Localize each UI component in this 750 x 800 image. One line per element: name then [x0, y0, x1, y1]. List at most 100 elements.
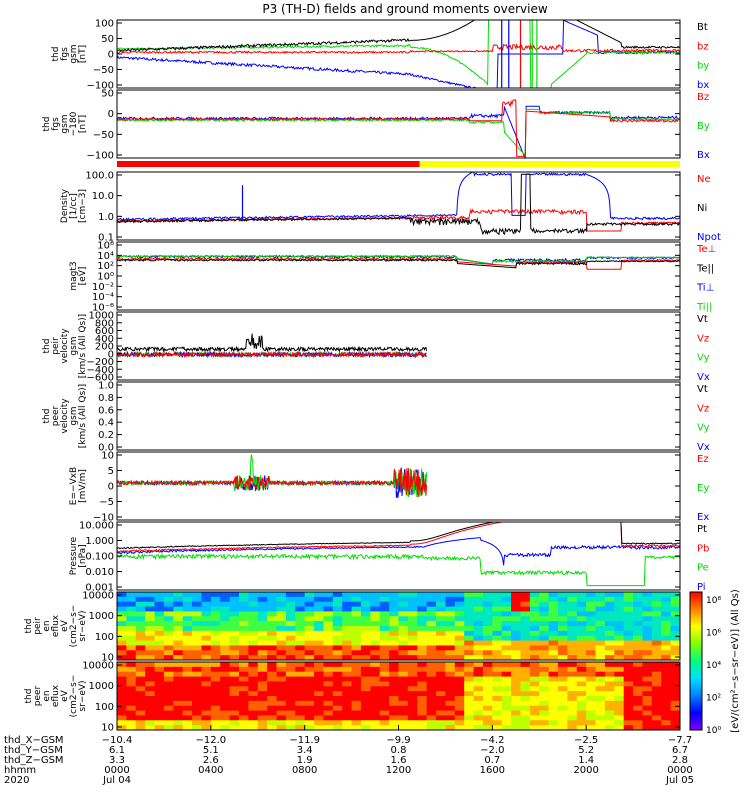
heatmap-cell [229, 681, 240, 687]
heatmap-cell [651, 681, 662, 687]
heatmap-cell [379, 691, 390, 697]
heatmap-cell [182, 596, 193, 603]
heatmap-cell [154, 655, 165, 660]
heatmap-cell [276, 696, 287, 702]
heatmap-cell [276, 671, 287, 678]
heatmap-cell [651, 601, 662, 608]
heatmap-cell [661, 635, 672, 642]
heatmap-cell [154, 686, 165, 692]
heatmap-cell [642, 715, 653, 721]
series-ni [117, 173, 680, 236]
heatmap-cell [201, 725, 212, 730]
heatmap-cell [323, 650, 334, 656]
heatmap-cell [586, 725, 597, 730]
legend-entry: Pi [697, 582, 706, 593]
heatmap-cell [529, 621, 540, 627]
heatmap-cell [135, 640, 146, 646]
heatmap-cell [595, 596, 606, 603]
heatmap-cell [576, 696, 587, 702]
heatmap-cell [370, 715, 381, 721]
heatmap-cell [332, 611, 343, 617]
heatmap-cell [407, 630, 418, 637]
heatmap-cell [126, 650, 137, 656]
heatmap-cell [304, 616, 315, 622]
heatmap-cell [351, 725, 362, 730]
heatmap-cell [210, 596, 221, 603]
heatmap-cell [201, 635, 212, 642]
y-tick-label: 0.010 [85, 567, 114, 578]
heatmap-cell [248, 662, 259, 668]
heatmap-cell [126, 681, 137, 687]
heatmap-cell [295, 686, 306, 692]
heatmap-cell [558, 691, 568, 697]
legend-entry: Te|| [696, 263, 714, 274]
series-te-par [117, 258, 680, 269]
heatmap-cell [633, 700, 643, 707]
heatmap-cell [567, 626, 578, 632]
heatmap-cell [473, 671, 484, 678]
legend-entry: Vy [697, 423, 710, 434]
heatmap-cell [520, 630, 531, 637]
heatmap-cell [567, 725, 578, 730]
heatmap-cell [670, 655, 680, 660]
heatmap-cell [576, 650, 587, 656]
heatmap-cell [426, 700, 437, 707]
heatmap-cell [670, 715, 680, 721]
heatmap-cell [445, 592, 456, 598]
heatmap-cell [370, 650, 381, 656]
heatmap-cell [351, 601, 362, 608]
heatmap-cell [633, 710, 643, 716]
heatmap-cell [145, 611, 156, 617]
heatmap-cell [201, 621, 212, 627]
y-axis-label: gsm [69, 336, 79, 355]
heatmap-cell [586, 681, 597, 687]
heatmap-cell [520, 671, 531, 678]
heatmap-cell [436, 611, 446, 617]
heatmap-cell [276, 710, 287, 716]
heatmap-cell [173, 662, 184, 668]
heatmap-cell [558, 666, 568, 673]
panel-frame [116, 521, 681, 591]
heatmap-cell [314, 650, 324, 656]
heatmap-cell [445, 611, 456, 617]
heatmap-cell [229, 655, 240, 660]
heatmap-cell [623, 676, 634, 682]
heatmap-cell [379, 621, 390, 627]
heatmap-cell [529, 630, 540, 637]
heatmap-cell [670, 671, 680, 678]
heatmap-cell [558, 640, 568, 646]
heatmap-cell [276, 626, 287, 632]
heatmap-cell [238, 681, 249, 687]
y-axis-label: [nPa] [78, 544, 88, 567]
heatmap-cell [154, 601, 165, 608]
heatmap-cell [295, 650, 306, 656]
heatmap-cell [398, 700, 409, 707]
heatmap-cell [633, 671, 643, 678]
heatmap-cell [529, 681, 540, 687]
x-tick-label: −2.0 [480, 745, 504, 756]
heatmap-cell [332, 626, 343, 632]
legend-entry: Ey [697, 483, 709, 494]
heatmap-cell [145, 700, 156, 707]
heatmap-cell [576, 640, 587, 646]
heatmap-cell [642, 640, 653, 646]
heatmap-cell [210, 621, 221, 627]
heatmap-cell [304, 645, 315, 651]
heatmap-cell [370, 700, 381, 707]
heatmap-cell [285, 662, 296, 668]
heatmap-cell [229, 720, 240, 726]
heatmap-cell [332, 700, 343, 707]
heatmap-cell [220, 686, 231, 692]
heatmap-cell [576, 681, 587, 687]
heatmap-cell [192, 630, 202, 637]
heatmap-cell [604, 611, 615, 617]
heatmap-cell [342, 601, 353, 608]
heatmap-cell [145, 630, 156, 637]
heatmap-cell [511, 710, 521, 716]
heatmap-cell [210, 666, 221, 673]
heatmap-cell [220, 635, 231, 642]
heatmap-cell [182, 611, 193, 617]
heatmap-cell [210, 645, 221, 651]
heatmap-cell [454, 705, 465, 712]
y-axis-label: gsm [60, 114, 70, 133]
